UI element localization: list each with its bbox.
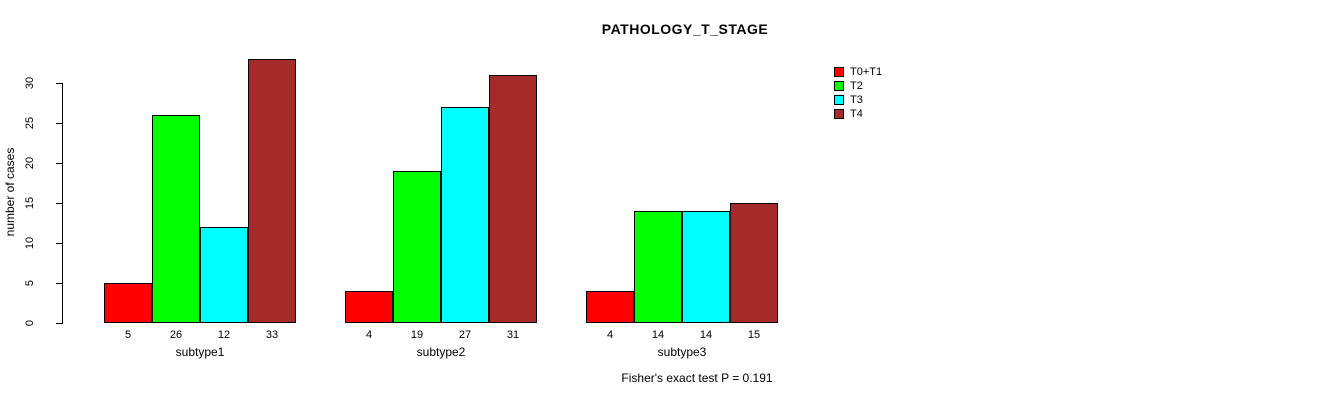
bar-value-label: 31 <box>506 329 520 341</box>
legend-label: T4 <box>850 108 863 120</box>
bar-value-label: 15 <box>747 329 761 341</box>
category-label: subtype3 <box>657 345 707 359</box>
bar <box>634 211 682 323</box>
bar-value-label: 14 <box>699 329 713 341</box>
legend-item: T2 <box>834 79 882 93</box>
bar <box>152 115 200 323</box>
category-label: subtype1 <box>175 345 225 359</box>
legend-label: T2 <box>850 80 863 92</box>
bar-value-label: 4 <box>606 329 614 341</box>
bar-value-label: 19 <box>410 329 424 341</box>
bar <box>489 75 537 323</box>
annotation-text: Fisher's exact test P = 0.191 <box>621 371 773 385</box>
y-tick <box>56 163 62 164</box>
chart-title: PATHOLOGY_T_STAGE <box>601 21 769 37</box>
bar <box>586 291 634 323</box>
y-tick-label: 30 <box>24 76 36 90</box>
legend-swatch <box>834 109 844 119</box>
bar-value-label: 14 <box>651 329 665 341</box>
bar-value-label: 12 <box>217 329 231 341</box>
y-tick <box>56 83 62 84</box>
y-tick <box>56 243 62 244</box>
y-tick-label: 25 <box>24 116 36 130</box>
bar <box>200 227 248 323</box>
y-tick-label: 15 <box>24 196 36 210</box>
legend-item: T4 <box>834 107 882 121</box>
y-tick <box>56 203 62 204</box>
legend: T0+T1 T2 T3 T4 <box>834 65 882 121</box>
bar <box>393 171 441 323</box>
y-axis <box>62 83 63 324</box>
legend-swatch <box>834 67 844 77</box>
bar-value-label: 5 <box>124 329 132 341</box>
bar-value-label: 33 <box>265 329 279 341</box>
legend-label: T3 <box>850 94 863 106</box>
legend-label: T0+T1 <box>850 66 883 78</box>
bar <box>682 211 730 323</box>
bar-value-label: 27 <box>458 329 472 341</box>
y-tick <box>56 323 62 324</box>
bar <box>104 283 152 323</box>
y-axis-label: number of cases <box>3 147 17 237</box>
y-tick <box>56 123 62 124</box>
bar <box>248 59 296 323</box>
legend-item: T0+T1 <box>834 65 882 79</box>
y-tick-label: 20 <box>24 156 36 170</box>
bar <box>730 203 778 323</box>
legend-swatch <box>834 81 844 91</box>
y-tick-label: 0 <box>24 319 36 327</box>
bar-value-label: 26 <box>169 329 183 341</box>
bar <box>345 291 393 323</box>
bar-value-label: 4 <box>365 329 373 341</box>
legend-item: T3 <box>834 93 882 107</box>
legend-swatch <box>834 95 844 105</box>
y-tick-label: 10 <box>24 236 36 250</box>
y-tick <box>56 283 62 284</box>
y-tick-label: 5 <box>24 279 36 287</box>
category-label: subtype2 <box>416 345 466 359</box>
bar <box>441 107 489 323</box>
